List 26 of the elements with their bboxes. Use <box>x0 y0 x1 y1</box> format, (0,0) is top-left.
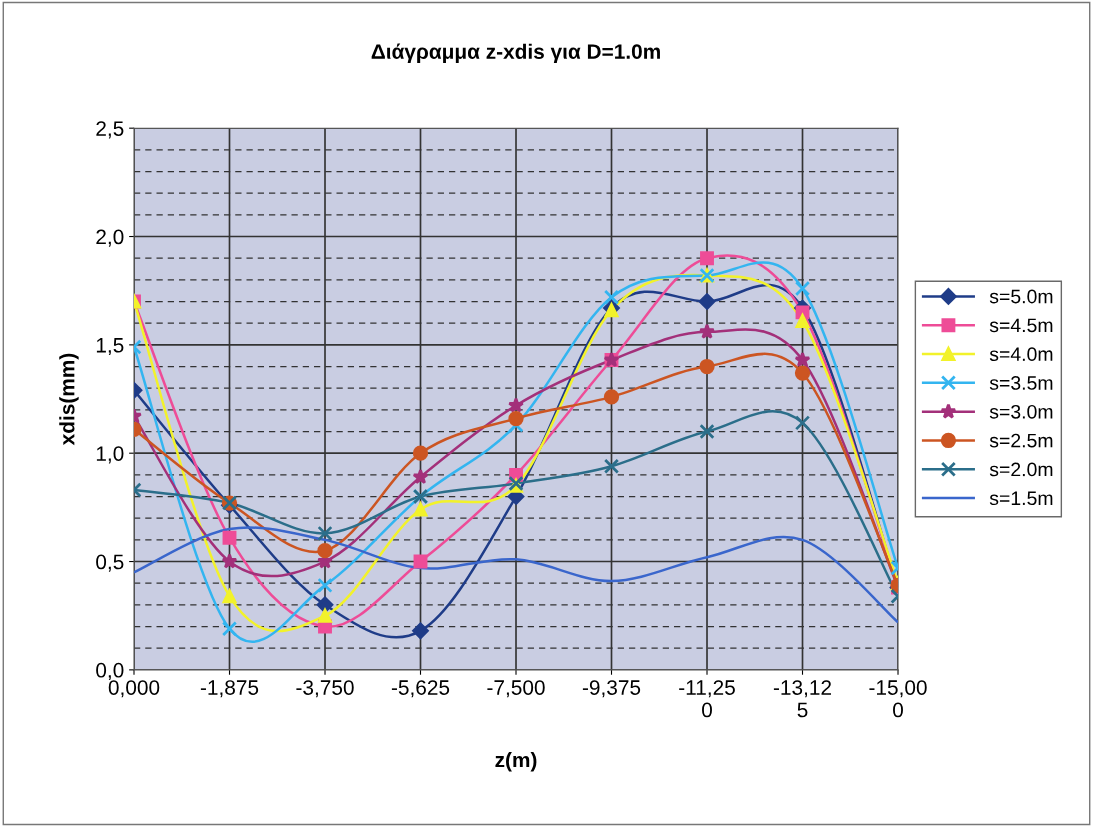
legend-label: s=5.0m <box>989 289 1053 304</box>
y-tick-label: 1,5 <box>96 338 124 356</box>
y-tick-label: 2,5 <box>96 121 124 139</box>
legend-label: s=3.0m <box>989 404 1053 419</box>
x-tick-label: -13,12 5 <box>773 680 831 718</box>
y-tick-label: 0,5 <box>96 554 124 572</box>
x-tick-label: -9,375 <box>582 680 641 698</box>
x-tick-label: -5,625 <box>391 680 450 698</box>
y-tick-label: 0,0 <box>96 662 124 681</box>
chart-title: Διάγραμμα z-xdis για D=1.0m <box>371 43 660 64</box>
legend-label: s=2.0m <box>989 462 1053 477</box>
y-tick-label: 1,0 <box>96 446 124 464</box>
legend-label: s=1.5m <box>989 491 1053 506</box>
x-tick-label: 0,000 <box>108 680 160 698</box>
legend-label: s=2.5m <box>989 433 1053 448</box>
y-tick-label: 2,0 <box>96 229 124 247</box>
x-tick-label: -1,875 <box>200 680 259 698</box>
legend-label: s=4.0m <box>989 347 1053 362</box>
x-axis-title: z(m) <box>495 752 537 772</box>
legend-label: s=3.5m <box>989 376 1053 390</box>
x-tick-label: -7,500 <box>487 680 545 698</box>
x-tick-label: -15,00 0 <box>869 680 927 718</box>
y-axis-title: xdis(mm) <box>59 353 79 446</box>
legend-label: s=4.5m <box>989 318 1053 333</box>
x-tick-label: -11,25 0 <box>679 680 735 718</box>
x-tick-label: -3,750 <box>296 680 354 698</box>
